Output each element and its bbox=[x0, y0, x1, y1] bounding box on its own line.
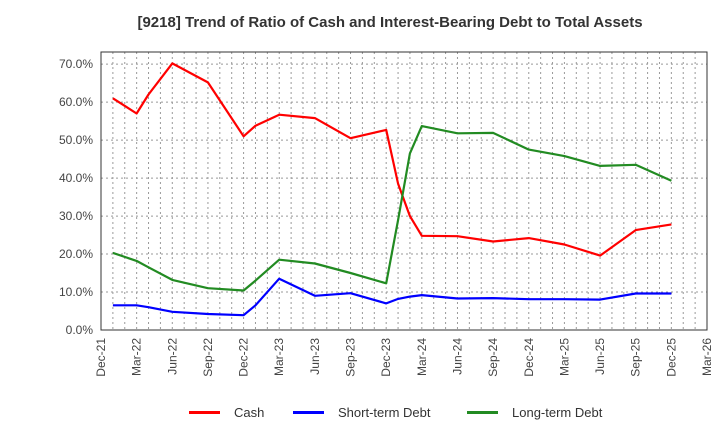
x-tick-label: Jun-25 bbox=[593, 338, 607, 375]
legend-swatch-cash bbox=[189, 411, 220, 414]
x-tick-label: Jun-23 bbox=[308, 338, 322, 375]
y-tick-label: 60.0% bbox=[59, 95, 93, 109]
y-tick-label: 70.0% bbox=[59, 57, 93, 71]
x-tick-label: Jun-24 bbox=[450, 338, 464, 375]
x-tick-label: Sep-25 bbox=[629, 338, 643, 377]
y-tick-label: 30.0% bbox=[59, 209, 93, 223]
x-tick-label: Dec-21 bbox=[94, 338, 108, 377]
x-tick-label: Dec-23 bbox=[379, 338, 393, 377]
legend-label-cash: Cash bbox=[234, 405, 265, 420]
y-tick-label: 40.0% bbox=[59, 171, 93, 185]
plot-frame bbox=[100, 51, 708, 331]
y-tick-label: 10.0% bbox=[59, 285, 93, 299]
y-tick-label: 20.0% bbox=[59, 247, 93, 261]
series-short-term-debt bbox=[112, 277, 672, 317]
y-axis-ticks: 0.0% 10.0% 20.0% 30.0% 40.0% 50.0% 60.0% 70.0% bbox=[59, 57, 93, 337]
line-chart: 0.0%10.0%20.0%30.0%40.0%50.0%60.0%70.0% … bbox=[59, 51, 714, 377]
y-tick-label: 50.0% bbox=[59, 133, 93, 147]
x-tick-label: Dec-24 bbox=[522, 338, 536, 377]
legend-item-long-term-debt: Long-term Debt bbox=[467, 405, 602, 420]
data-series bbox=[112, 62, 672, 317]
series-cash bbox=[112, 62, 672, 257]
x-tick-label: Mar-26 bbox=[700, 338, 714, 376]
x-tick-label: Mar-25 bbox=[557, 338, 571, 376]
x-tick-label: Dec-25 bbox=[664, 338, 678, 377]
legend-swatch-long-term-debt bbox=[467, 411, 498, 414]
legend-label-short-term-debt: Short-term Debt bbox=[338, 405, 431, 420]
x-tick-label: Sep-22 bbox=[201, 338, 215, 377]
legend-swatch-short-term-debt bbox=[293, 411, 324, 414]
legend-item-short-term-debt: Short-term Debt bbox=[293, 405, 430, 420]
legend-item-cash: Cash bbox=[189, 405, 264, 420]
legend: Cash Short-term Debt Long-term Debt bbox=[0, 405, 720, 427]
chart-title: [9218] Trend of Ratio of Cash and Intere… bbox=[137, 14, 643, 31]
x-tick-label: Sep-24 bbox=[486, 338, 500, 377]
x-axis-ticks: Dec-21 Mar-22 Jun-22 Sep-22 Dec-22 Mar-23 Jun-… bbox=[94, 338, 714, 377]
grid-lines bbox=[101, 52, 707, 330]
x-tick-label: Dec-22 bbox=[237, 338, 251, 377]
series-long-term-debt bbox=[112, 124, 672, 292]
x-tick-label: Jun-22 bbox=[165, 338, 179, 375]
x-tick-label: Mar-24 bbox=[415, 338, 429, 376]
x-tick-label: Mar-22 bbox=[130, 338, 144, 376]
x-tick-label: Mar-23 bbox=[272, 338, 286, 376]
x-tick-label: Sep-23 bbox=[344, 338, 358, 377]
y-tick-label: 0.0% bbox=[66, 323, 94, 337]
legend-label-long-term-debt: Long-term Debt bbox=[512, 405, 603, 420]
